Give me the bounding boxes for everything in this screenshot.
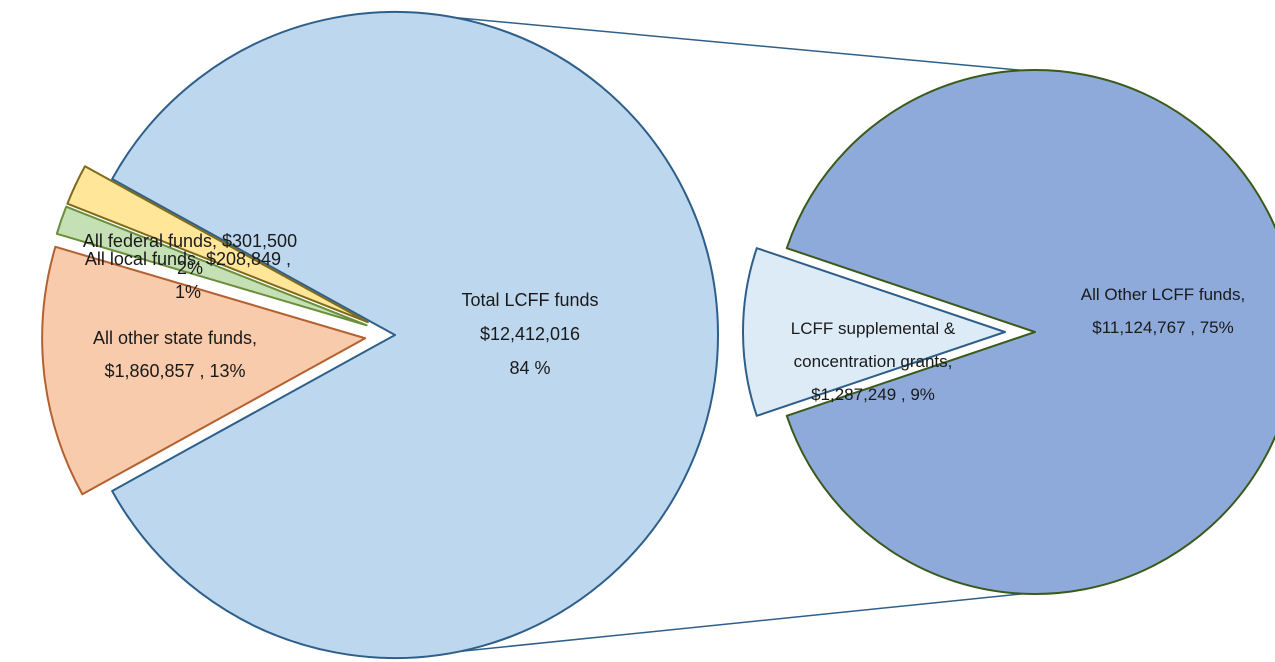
- primary-data-label: $12,412,016: [480, 324, 580, 344]
- connector-line-top: [394, 11, 1041, 73]
- primary-data-label: All other state funds,: [93, 328, 257, 348]
- secondary-slice-all-other-lcff-funds: [785, 69, 1275, 595]
- primary-data-label: 84 %: [509, 358, 550, 378]
- connector-line-bottom: [394, 591, 1041, 659]
- primary-data-label: 1%: [175, 282, 201, 302]
- secondary-data-label: concentration grants,: [794, 352, 953, 371]
- secondary-pie: [742, 69, 1275, 595]
- secondary-data-label: $1,287,249 , 9%: [811, 385, 935, 404]
- primary-pie: [41, 11, 720, 659]
- secondary-data-label: $11,124,767 , 75%: [1092, 318, 1233, 337]
- primary-slice-total-lcff-funds: [111, 11, 720, 659]
- primary-slice-all-federal-funds: [66, 165, 369, 324]
- primary-data-label: Total LCFF funds: [461, 290, 598, 310]
- secondary-slice-lcff-supplemental-concentration-grants: [742, 247, 1006, 417]
- primary-data-label: All local funds, $208,849 ,: [85, 249, 291, 269]
- primary-data-label: 2%: [177, 258, 203, 278]
- secondary-data-label: All Other LCFF funds,: [1081, 285, 1245, 304]
- primary-slice-all-other-state-funds: [41, 245, 367, 496]
- secondary-data-label: LCFF supplemental &: [791, 319, 956, 338]
- data-labels: Total LCFF funds $12,412,016 84 % All other…: [83, 231, 1245, 404]
- primary-slice-all-local-funds: [55, 205, 368, 327]
- primary-data-label: All federal funds, $301,500: [83, 231, 297, 251]
- primary-data-label: $1,860,857 , 13%: [104, 361, 245, 381]
